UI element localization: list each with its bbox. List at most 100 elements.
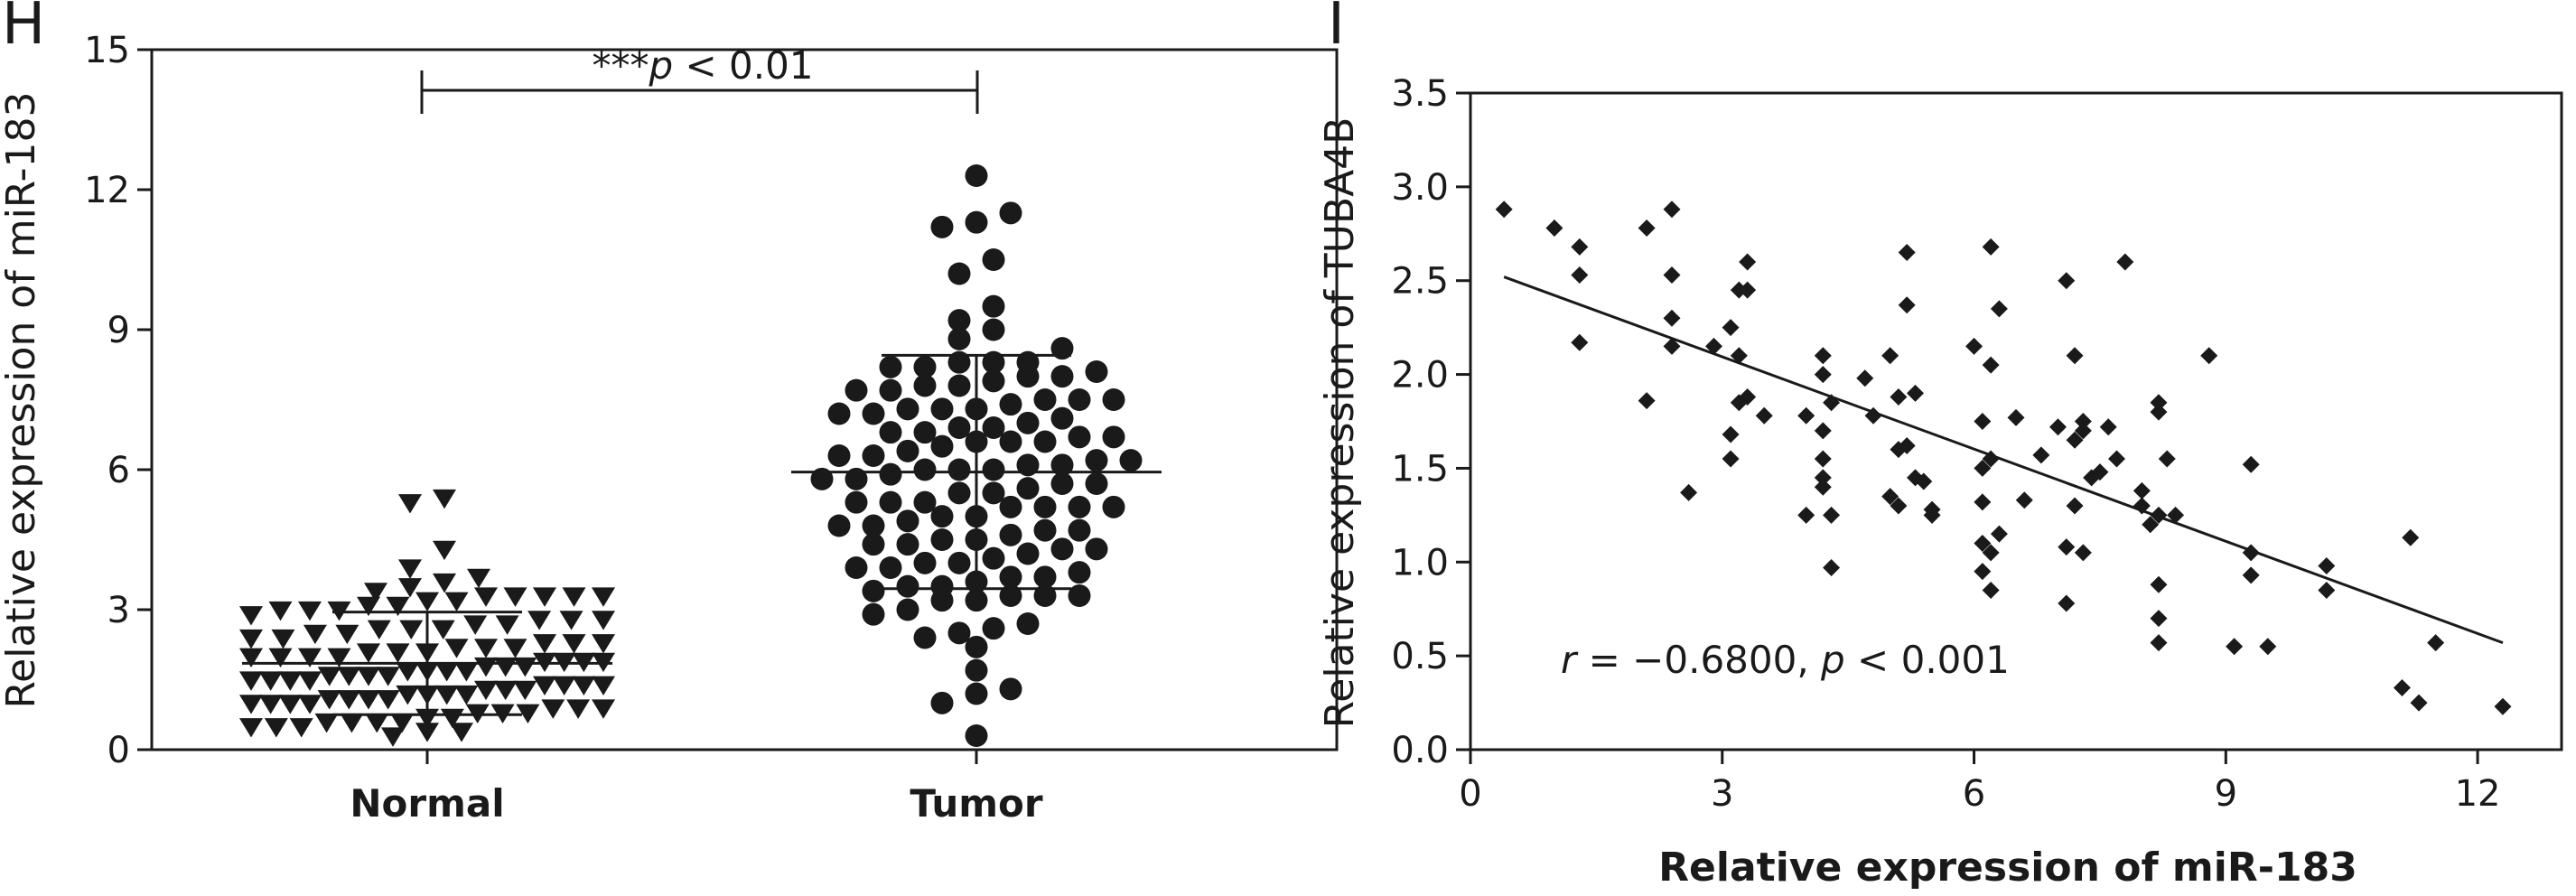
normal-point	[454, 662, 479, 682]
panel-h-y-tick-label-5: 15	[84, 30, 130, 71]
scatter-point	[1571, 333, 1589, 351]
scatter-point	[1974, 493, 1992, 511]
tumor-point	[982, 294, 1005, 318]
tumor-point	[1033, 430, 1057, 453]
scatter-point	[1571, 238, 1589, 256]
correlation-r: r	[1561, 638, 1579, 682]
tumor-point	[982, 458, 1005, 481]
scatter-point	[1982, 356, 2000, 374]
tumor-point	[930, 691, 954, 714]
tumor-point	[982, 546, 1005, 570]
panel-h-y-ticks: 0 3 6 9 12 15	[84, 30, 152, 771]
panel-h-y-tick-label-3: 9	[107, 310, 130, 351]
scatter-point	[1663, 337, 1681, 355]
scatter-point	[1545, 219, 1563, 238]
normal-point	[376, 690, 400, 710]
panel-i-x-tick-label-2: 6	[1963, 773, 1985, 815]
normal-point	[527, 611, 552, 630]
scatter-point	[1704, 337, 1722, 355]
scatter-point	[1890, 387, 1908, 406]
significance-p: p	[648, 43, 673, 88]
normal-point	[463, 615, 488, 635]
tumor-point	[947, 327, 971, 350]
scatter-point	[2116, 253, 2134, 271]
normal-point	[337, 690, 361, 710]
tumor-point	[1102, 388, 1125, 411]
tumor-point	[862, 402, 885, 425]
tumor-point	[999, 523, 1022, 546]
normal-point	[239, 695, 263, 714]
normal-point	[444, 639, 469, 658]
scatter-point	[1982, 581, 2000, 599]
tumor-point	[1050, 365, 1074, 388]
tumor-point	[862, 533, 885, 556]
tumor-point	[862, 514, 885, 537]
normal-point	[317, 690, 341, 710]
scatter-point	[2150, 394, 2168, 412]
scatter-point	[2158, 450, 2176, 468]
panel-h-letter: H	[2, 0, 45, 58]
tumor-point	[930, 215, 954, 238]
tumor-point	[913, 374, 937, 397]
normal-point	[289, 718, 313, 738]
tumor-point	[845, 556, 868, 579]
scatter-point	[1974, 563, 1992, 581]
correlation-r-value: = −0.6800,	[1576, 638, 1821, 682]
normal-point	[433, 540, 456, 561]
scatter-point	[1638, 219, 1656, 238]
panel-i-y-ticks: 0.0 0.5 1.0 1.5 2.0 2.5 3.0 3.5	[1391, 73, 1470, 771]
normal-point	[474, 587, 498, 607]
scatter-point	[1890, 497, 1908, 515]
normal-point	[503, 639, 527, 658]
scatter-point	[2259, 638, 2277, 656]
panel-h-y-tick-label-1: 3	[107, 590, 130, 631]
normal-point	[592, 676, 615, 696]
scatter-point	[1722, 425, 1740, 443]
tumor-point	[947, 374, 971, 397]
tumor-point	[999, 495, 1022, 518]
normal-point	[474, 657, 498, 677]
panel-i-y-tick-label-1: 0.5	[1391, 636, 1449, 677]
normal-point	[365, 713, 389, 733]
normal-point	[239, 629, 263, 649]
tumor-point	[1068, 388, 1091, 411]
scatter-point	[2066, 347, 2084, 365]
normal-point	[572, 676, 596, 696]
normal-point	[314, 713, 339, 733]
tumor-point	[1068, 495, 1091, 518]
normal-point	[503, 587, 527, 607]
scatter-point	[1898, 296, 1916, 314]
tumor-point	[930, 397, 954, 421]
scatter-point	[1722, 319, 1740, 337]
scatter-point	[2074, 544, 2092, 562]
normal-point	[298, 695, 322, 714]
tumor-point	[1085, 449, 1108, 472]
tumor-point	[999, 677, 1022, 701]
tumor-point	[1033, 388, 1057, 411]
panel-i-y-axis-title: Relative expression of TUBA4B	[1317, 117, 1363, 729]
tumor-point	[913, 626, 937, 649]
scatter-point	[2074, 413, 2092, 430]
scatter-point	[1823, 559, 1841, 577]
tumor-point	[879, 490, 902, 514]
scatter-point	[1571, 266, 1589, 284]
tumor-point	[982, 248, 1005, 271]
scatter-point	[1990, 525, 2008, 543]
normal-point	[495, 615, 519, 635]
scatter-point	[2058, 594, 2076, 612]
normal-point	[434, 662, 459, 682]
normal-point	[258, 671, 283, 691]
tumor-point	[879, 421, 902, 444]
tumor-point	[845, 378, 868, 402]
normal-point	[381, 727, 405, 747]
normal-point	[415, 592, 439, 612]
scatter-point	[1638, 392, 1656, 410]
normal-point	[396, 685, 420, 705]
scatter-point	[2091, 463, 2109, 481]
tumor-point	[1068, 584, 1091, 607]
tumor-point	[930, 434, 954, 458]
tumor-point	[896, 439, 919, 462]
scatter-point	[2200, 347, 2218, 365]
category-label-normal: Normal	[350, 781, 504, 826]
tumor-point	[913, 355, 937, 378]
